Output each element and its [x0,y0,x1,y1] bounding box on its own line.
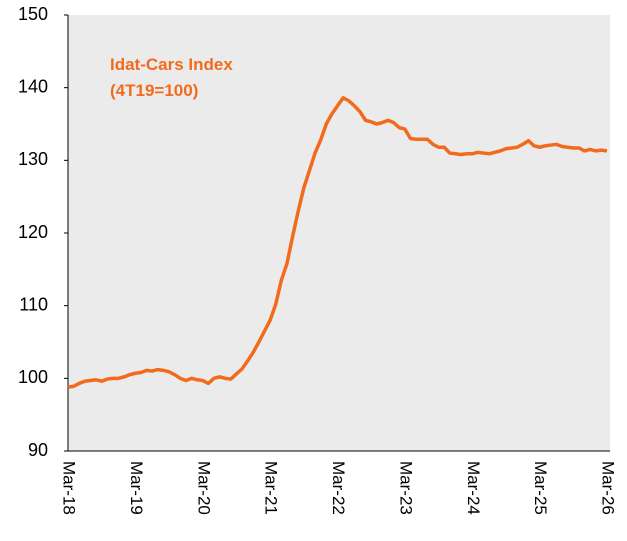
plot-area [68,15,610,451]
data-line [67,96,608,389]
annotation: Idat-Cars Index [110,55,233,74]
x-tick-label: Mar-22 [329,461,348,515]
x-tick-label: Mar-18 [60,461,79,515]
x-tick-label: Mar-25 [531,461,550,515]
x-tick-label: Mar-21 [262,461,281,515]
y-tick-label: 100 [18,367,48,387]
y-tick-label: 110 [19,294,48,314]
x-tick-label: Mar-26 [599,461,618,515]
x-tick-label: Mar-20 [194,461,213,515]
y-tick-label: 150 [18,4,48,24]
y-tick-label: 90 [28,440,48,460]
x-tick-label: Mar-23 [396,461,415,515]
y-tick-label: 130 [18,149,48,169]
y-tick-label: 140 [18,76,48,96]
y-tick-label: 120 [18,222,48,242]
x-tick-label: Mar-24 [464,461,483,515]
annotation: (4T19=100) [110,81,198,100]
x-tick-label: Mar-19 [127,461,146,515]
